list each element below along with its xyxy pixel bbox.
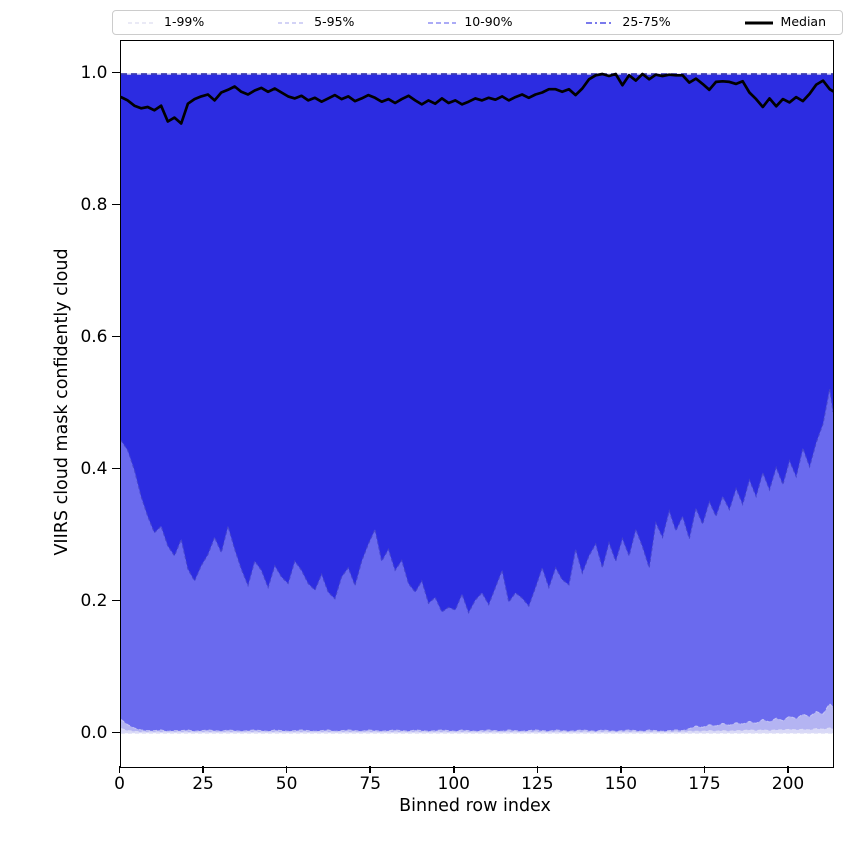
legend-item-10-90: 10-90%: [427, 14, 513, 30]
y-tick-mark: [111, 71, 120, 74]
x-tick-mark: [620, 765, 622, 773]
x-tick-mark: [536, 765, 539, 773]
x-tick-mark: [369, 765, 371, 773]
legend-label: 25-75%: [622, 14, 671, 30]
x-axis-label: Binned row index: [399, 796, 551, 816]
x-tick-mark: [285, 765, 288, 773]
y-tick-mark: [111, 731, 120, 734]
x-tick-mark: [202, 765, 204, 773]
x-tick-mark: [453, 765, 455, 773]
y-tick-label: 0.2: [80, 590, 108, 611]
legend-item-25-75: 25-75%: [585, 14, 671, 30]
y-tick-mark: [111, 203, 120, 206]
legend: 1-99% 5-95% 10-90% 25-75% Median: [112, 10, 843, 35]
y-tick-label: 0.6: [80, 326, 108, 347]
band-edge-25-75%: [120, 388, 833, 614]
y-tick-label: 0.0: [80, 722, 108, 743]
legend-label: 10-90%: [464, 14, 513, 30]
x-tick-label: 200: [771, 773, 805, 794]
median-line-icon: [744, 21, 773, 24]
band-5-95-line-icon: [278, 21, 307, 24]
x-tick-label: 100: [437, 773, 470, 794]
legend-item-median: Median: [744, 16, 826, 29]
x-tick-label: 0: [114, 773, 125, 794]
band-fill-25-75%: [120, 73, 833, 613]
x-tick-label: 25: [192, 773, 214, 794]
x-tick-label: 175: [688, 773, 721, 794]
x-tick-label: 150: [604, 773, 638, 794]
x-tick-label: 125: [521, 773, 554, 794]
band-25-75-line-icon: [586, 21, 615, 24]
x-tick-label: 75: [359, 773, 382, 794]
legend-item-1-99: 1-99%: [127, 16, 204, 29]
band-edge-5-95%: [120, 726, 833, 733]
legend-label: 5-95%: [314, 14, 355, 30]
plot-area: [119, 39, 834, 768]
y-tick-mark: [111, 467, 120, 470]
band-1-99-line-icon: [128, 22, 156, 23]
median-line: [120, 72, 833, 125]
legend-item-5-95: 5-95%: [277, 16, 354, 29]
y-tick-mark: [111, 599, 120, 602]
y-tick-mark: [111, 335, 120, 338]
y-axis-label: VIIRS cloud mask confidently cloud: [52, 248, 72, 556]
legend-label: 1-99%: [164, 14, 205, 30]
band-edge-10-90%: [120, 702, 833, 732]
band-10-90-line-icon: [428, 21, 457, 24]
x-tick-mark: [118, 765, 121, 773]
x-tick-mark: [703, 765, 706, 773]
legend-label: Median: [780, 14, 826, 30]
y-tick-label: 0.8: [80, 194, 108, 215]
percentile-band-chart: [120, 72, 833, 734]
x-tick-mark: [787, 765, 789, 773]
x-tick-label: 50: [275, 773, 298, 794]
y-tick-label: 0.4: [80, 458, 108, 479]
y-tick-label: 1.0: [80, 62, 108, 83]
